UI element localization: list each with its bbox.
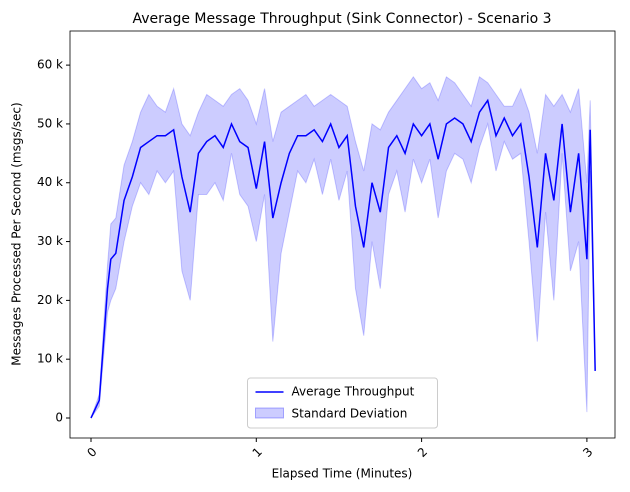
y-tick-label: 20 k	[37, 293, 63, 307]
x-axis-label: Elapsed Time (Minutes)	[272, 467, 413, 481]
x-tick-label: 2	[415, 445, 430, 460]
y-tick-label: 0	[55, 411, 63, 425]
plot-frame	[69, 30, 616, 439]
x-tick-label: 3	[580, 445, 595, 460]
y-tick-label: 40 k	[37, 175, 63, 189]
throughput-line	[90, 98, 596, 419]
y-tick-label: 50 k	[37, 116, 63, 130]
legend-box	[247, 377, 438, 429]
legend-swatch	[255, 407, 284, 419]
legend-label: Standard Deviation	[292, 407, 408, 421]
legend-label: Average Throughput	[292, 385, 415, 399]
y-tick-label: 30 k	[37, 234, 63, 248]
y-tick-label: 10 k	[37, 352, 63, 366]
std-band	[90, 76, 596, 419]
chart-title: Average Message Throughput (Sink Connect…	[132, 11, 551, 27]
y-axis-label: Messages Processed Per Second (msgs/sec)	[10, 102, 24, 365]
y-tick-label: 60 k	[37, 58, 63, 72]
x-tick-label: 0	[84, 445, 99, 460]
x-tick-label: 1	[250, 445, 265, 460]
